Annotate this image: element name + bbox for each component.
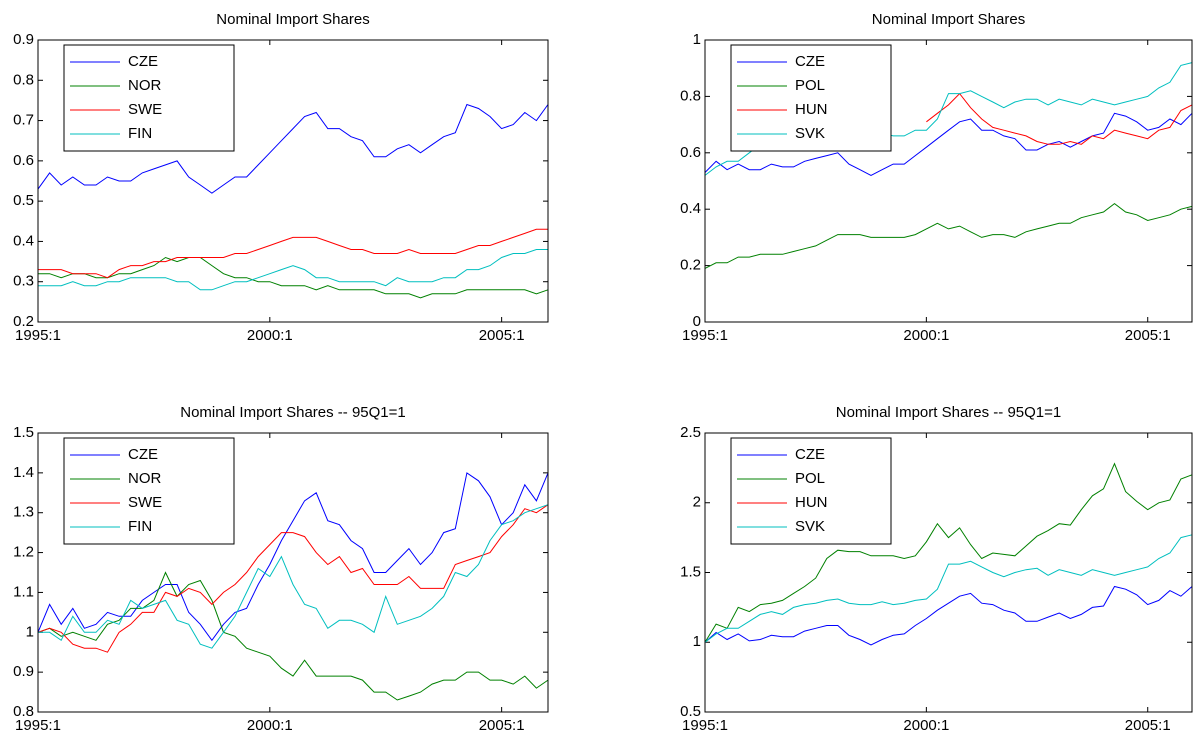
legend-box: [730, 44, 892, 152]
chart-title: Nominal Import Shares: [216, 11, 369, 28]
x-tick-label: 2005:1: [1125, 327, 1171, 344]
panel: Nominal Import Shares 0.2 0.3 0.4 0.5 0.6 0.7 0…: [13, 11, 549, 344]
legend-label: SWE: [128, 494, 162, 511]
legend-label: CZE: [128, 446, 158, 463]
panel: Nominal Import Shares -- 95Q1=1 0.5 1 1.5 2 2…: [680, 404, 1193, 734]
series-line: [704, 534, 1193, 643]
y-tick-label: 1: [693, 31, 701, 48]
legend-label: SVK: [795, 518, 825, 535]
y-tick-label: 1.5: [680, 563, 701, 580]
series-line: [37, 571, 549, 701]
legend-label: HUN: [795, 101, 828, 118]
legend-label: CZE: [795, 53, 825, 70]
x-tick-label: 2000:1: [903, 717, 949, 734]
y-tick-label: 0.6: [680, 144, 701, 161]
series-line: [37, 103, 549, 194]
y-tick-label: 0.8: [680, 87, 701, 104]
y-tick-label: 0.5: [13, 192, 34, 209]
y-tick-label: 0.2: [13, 313, 34, 330]
legend-label: CZE: [795, 446, 825, 463]
y-tick-label: 0.2: [680, 257, 701, 274]
x-tick-label: 1995:1: [15, 327, 61, 344]
y-tick-label: 0.8: [13, 703, 34, 720]
x-tick-label: 1995:1: [682, 717, 728, 734]
series-line: [704, 462, 1193, 643]
series-line: [38, 249, 548, 291]
chart-title: Nominal Import Shares: [872, 11, 1025, 28]
y-tick-label: 0.9: [13, 31, 34, 48]
legend-label: SWE: [128, 101, 162, 118]
x-tick-label: 2000:1: [247, 717, 293, 734]
x-tick-label: 1995:1: [682, 327, 728, 344]
legend-box: [63, 44, 235, 152]
legend-box: [63, 437, 235, 545]
axes-frame: [704, 39, 1193, 323]
y-tick-label: 2: [693, 494, 701, 511]
chart-title: Nominal Import Shares -- 95Q1=1: [836, 404, 1062, 421]
series-line: [704, 202, 1193, 269]
y-tick-label: 1: [693, 633, 701, 650]
x-tick-label: 2005:1: [479, 327, 525, 344]
series-line: [704, 585, 1193, 646]
y-tick-label: 0.9: [13, 663, 34, 680]
legend-label: SVK: [795, 125, 825, 142]
series-line: [926, 92, 1193, 145]
legend-label: POL: [795, 77, 825, 94]
legend-label: HUN: [795, 494, 828, 511]
y-tick-label: 0.8: [13, 71, 34, 88]
y-tick-label: 1.3: [13, 504, 34, 521]
y-tick-label: 1.1: [13, 583, 34, 600]
y-tick-label: 1.5: [13, 424, 34, 441]
y-tick-label: 2.5: [680, 424, 701, 441]
legend-label: FIN: [128, 518, 152, 535]
legend-label: CZE: [128, 53, 158, 70]
axes-frame: [37, 432, 549, 713]
series-line: [37, 504, 549, 653]
y-tick-label: 0: [693, 313, 701, 330]
x-tick-label: 2000:1: [247, 327, 293, 344]
y-tick-label: 0.4: [680, 200, 701, 217]
x-tick-label: 1995:1: [15, 717, 61, 734]
panel: Nominal Import Shares 0 0.2 0.4 0.6 0.8 1 1995:…: [680, 11, 1193, 344]
legend-box: [730, 437, 892, 545]
legend-label: NOR: [128, 470, 162, 487]
axes-frame: [37, 39, 549, 323]
y-tick-label: 0.6: [13, 152, 34, 169]
y-tick-label: 1.2: [13, 544, 34, 561]
y-tick-label: 1: [26, 623, 34, 640]
legend-label: FIN: [128, 125, 152, 142]
y-tick-label: 0.3: [13, 273, 34, 290]
legend-label: NOR: [128, 77, 162, 94]
series-line: [38, 256, 549, 299]
axes-frame: [704, 432, 1193, 713]
panel: Nominal Import Shares -- 95Q1=1 0.8 0.9 1 1.…: [13, 404, 549, 734]
y-tick-label: 0.4: [13, 232, 34, 249]
y-tick-label: 1.4: [13, 464, 34, 481]
series-line: [38, 504, 549, 649]
chart-title: Nominal Import Shares -- 95Q1=1: [180, 404, 406, 421]
x-tick-label: 2005:1: [1125, 717, 1171, 734]
x-tick-label: 2000:1: [903, 327, 949, 344]
y-tick-label: 0.5: [680, 703, 701, 720]
series-line: [38, 228, 548, 279]
x-tick-label: 2005:1: [479, 717, 525, 734]
legend-label: POL: [795, 470, 825, 487]
series-line: [704, 112, 1193, 176]
y-tick-label: 0.7: [13, 112, 34, 129]
